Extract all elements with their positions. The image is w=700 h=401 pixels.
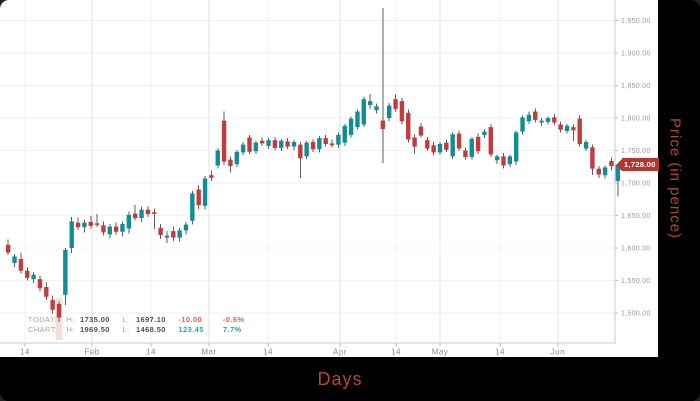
svg-text:1,600.00: 1,600.00 bbox=[621, 246, 651, 253]
svg-text:14: 14 bbox=[20, 348, 30, 357]
svg-text:1,550.00: 1,550.00 bbox=[621, 278, 651, 285]
legend-row-today: TODAY: H: 1735.00 L: 1697.10 -10.00 -0.6… bbox=[28, 315, 255, 325]
legend-chart-change-pct: 7.7% bbox=[222, 325, 242, 334]
legend-label-chart: CHART: bbox=[28, 325, 58, 334]
svg-text:1,800.00: 1,800.00 bbox=[621, 116, 651, 123]
legend-high-key: H: bbox=[66, 315, 75, 324]
svg-text:1,850.00: 1,850.00 bbox=[621, 83, 651, 90]
legend-low-key: L: bbox=[122, 325, 130, 334]
legend-chart-high: 1969.50 bbox=[79, 325, 110, 334]
price-tag-arrow-icon bbox=[616, 158, 622, 171]
legend-chart-change: 123.45 bbox=[178, 325, 204, 334]
legend-today-high: 1735.00 bbox=[79, 315, 110, 324]
x-axis-title: Days bbox=[317, 368, 363, 389]
svg-text:14: 14 bbox=[263, 348, 273, 357]
svg-text:Apr: Apr bbox=[333, 348, 347, 357]
svg-text:1,650.00: 1,650.00 bbox=[621, 213, 651, 220]
svg-text:May: May bbox=[432, 348, 449, 357]
svg-text:1,500.00: 1,500.00 bbox=[621, 311, 651, 318]
svg-text:14: 14 bbox=[391, 348, 401, 357]
chart-legend: TODAY: H: 1735.00 L: 1697.10 -10.00 -0.6… bbox=[28, 315, 255, 335]
svg-text:14: 14 bbox=[495, 348, 505, 357]
candlestick-chart[interactable]: 1,950.00 1,900.00 1,850.00 1,800.00 1,750.00… bbox=[0, 0, 658, 357]
legend-row-chart: CHART: H: 1969.50 L: 1468.50 123.45 7.7% bbox=[28, 325, 255, 335]
svg-text:1,750.00: 1,750.00 bbox=[621, 148, 651, 155]
legend-label-today: TODAY: bbox=[28, 315, 58, 324]
last-price-value: 1,728.00 bbox=[622, 158, 659, 171]
svg-text:1,950.00: 1,950.00 bbox=[621, 18, 651, 25]
svg-text:1,700.00: 1,700.00 bbox=[621, 181, 651, 188]
chart-panel: 1,950.00 1,900.00 1,850.00 1,800.00 1,750.00… bbox=[0, 0, 659, 357]
legend-today-change-pct: -0.6% bbox=[222, 315, 245, 324]
svg-text:Mar: Mar bbox=[201, 348, 216, 357]
svg-text:1,900.00: 1,900.00 bbox=[621, 51, 651, 58]
legend-high-key: H: bbox=[66, 325, 75, 334]
legend-chart-low: 1468.50 bbox=[135, 325, 166, 334]
svg-text:Feb: Feb bbox=[84, 348, 99, 357]
legend-low-key: L: bbox=[122, 315, 130, 324]
svg-text:14: 14 bbox=[146, 348, 156, 357]
svg-text:Jun: Jun bbox=[551, 348, 565, 357]
legend-today-change: -10.00 bbox=[178, 315, 203, 324]
y-axis-title: Price (in pence) bbox=[666, 117, 684, 240]
legend-today-low: 1697.10 bbox=[135, 315, 166, 324]
last-price-tag: 1,728.00 bbox=[616, 158, 659, 171]
